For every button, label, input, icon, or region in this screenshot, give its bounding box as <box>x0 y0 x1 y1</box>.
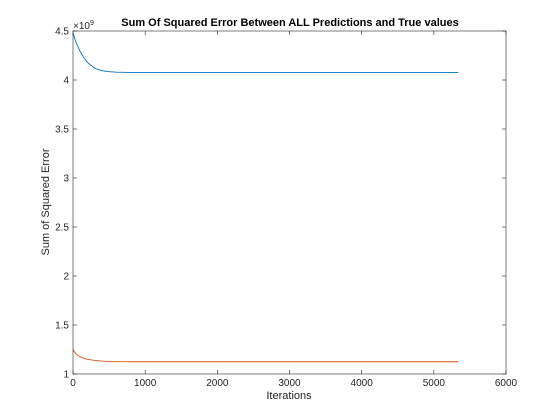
y-axis-ticks: 1 1.5 2 2.5 3 3.5 4 4.5 <box>55 27 506 381</box>
x-tick-label: 5000 <box>423 378 446 389</box>
x-axis-label: Iterations <box>266 390 312 402</box>
y-tick-label: 2 <box>63 272 69 283</box>
series-layer <box>72 32 459 363</box>
y-tick-label: 1 <box>63 370 69 381</box>
y-exponent-power: 9 <box>90 20 94 27</box>
series-line-1 <box>72 32 459 73</box>
x-tick-label: 2000 <box>206 378 229 389</box>
x-tick-label: 0 <box>70 378 76 389</box>
x-tick-label: 1000 <box>134 378 157 389</box>
y-tick-label: 2.5 <box>55 223 69 234</box>
y-tick-label: 4.5 <box>55 27 69 38</box>
x-axis-ticks: 0 1000 2000 3000 4000 5000 6000 <box>70 31 518 389</box>
plot-area-box <box>72 30 507 375</box>
y-axis-label: Sum of Squared Error <box>40 148 52 255</box>
x-tick-label: 4000 <box>351 378 374 389</box>
y-tick-label: 4 <box>63 76 69 87</box>
y-tick-label: 3 <box>63 174 69 185</box>
y-tick-label: 1.5 <box>55 321 69 332</box>
series-line-2 <box>72 349 459 363</box>
y-exponent-base: ×10 <box>73 21 90 32</box>
svg-text:×109: ×109 <box>73 20 94 32</box>
x-tick-label: 6000 <box>495 378 518 389</box>
y-exponent-label: ×109 <box>73 20 94 32</box>
chart-title: Sum Of Squared Error Between ALL Predict… <box>121 17 458 29</box>
x-tick-label: 3000 <box>278 378 301 389</box>
y-tick-label: 3.5 <box>55 125 69 136</box>
